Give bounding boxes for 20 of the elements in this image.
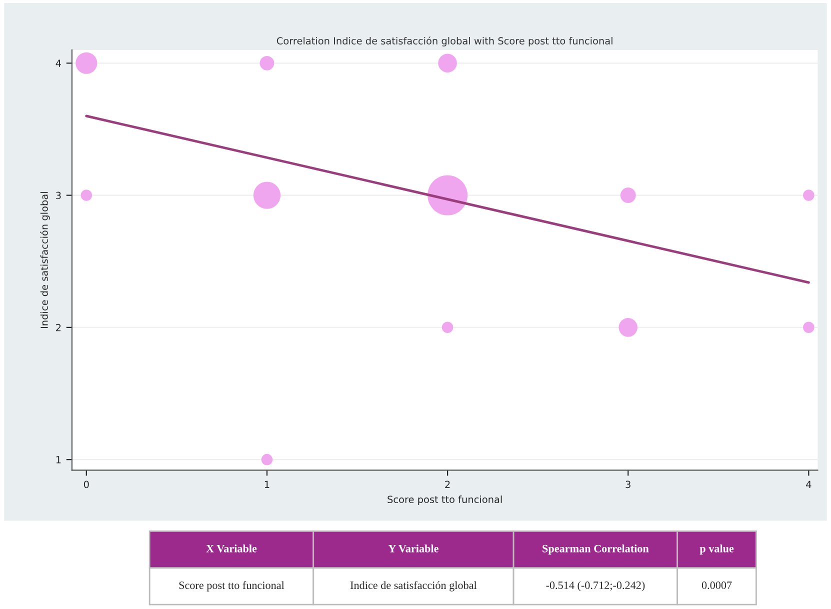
- x-tick-label: 1: [264, 480, 270, 488]
- x-tick-label: 3: [626, 480, 630, 488]
- x-tick-label: 0: [84, 480, 89, 488]
- text: -0.514 (-0.712;-0.242): [546, 581, 645, 592]
- y-tick-label: 1: [56, 456, 61, 464]
- y-tick-label: 3: [56, 192, 61, 200]
- chart-title: Correlation Indice de satisfacción global with Score post tto funcional: [276, 36, 612, 46]
- text: Indice de satisfacción global: [350, 581, 477, 592]
- x-tick-label: 4: [806, 480, 812, 488]
- y-axis-title: Indice de satisfacción global: [40, 192, 50, 328]
- y-tick-label: 2: [56, 324, 61, 332]
- text: Spearman Correlation: [542, 544, 649, 555]
- y-tick-label: 4: [56, 60, 62, 67]
- x-axis-title: Score post tto funcional: [388, 496, 502, 505]
- text: Score post tto funcional: [179, 581, 284, 592]
- text: Y Variable: [388, 544, 438, 552]
- x-tick-label: 2: [445, 480, 450, 488]
- text: p value: [700, 544, 734, 555]
- text: X Variable: [206, 544, 257, 552]
- text: 0.0007: [702, 582, 732, 590]
